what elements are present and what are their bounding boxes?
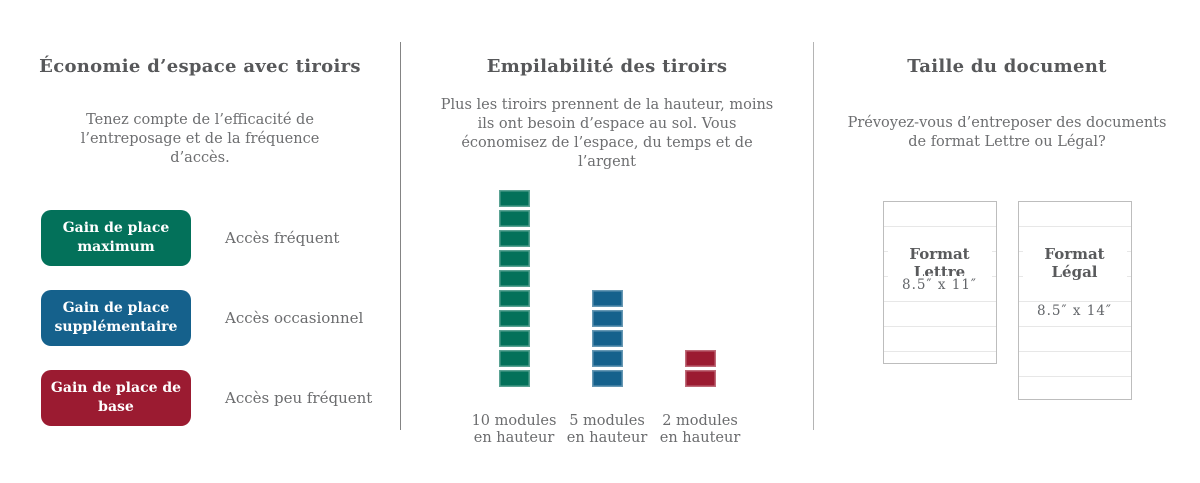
legend-row-occasional: Gain de place supplémentaire Accès occas… [41, 290, 400, 346]
module-block [591, 350, 623, 367]
document-size-title: Taille du document [907, 56, 1107, 77]
module-block [498, 210, 530, 227]
module-block [498, 370, 530, 387]
panel-divider-left [400, 42, 401, 430]
module-stack-10 [498, 190, 530, 387]
legal-format-card: Format Légal 8.5″ x 14″ [1017, 201, 1132, 400]
legend-row-frequent: Gain de place maximum Accès fréquent [41, 210, 400, 266]
gain-base-badge: Gain de place de base [41, 370, 191, 426]
module-block [498, 250, 530, 267]
letter-format-card: Format Lettre 8.5″ x 11″ [882, 201, 997, 364]
module-block [684, 350, 716, 367]
chart-column-2-modules: 2 modules en hauteur [654, 350, 747, 447]
panel-document-size: Taille du document Prévoyez-vous d’entre… [814, 0, 1200, 483]
module-stack-2 [684, 350, 716, 387]
document-size-subtitle: Prévoyez-vous d’entreposer des documents… [847, 115, 1167, 150]
legal-format-title: Format Légal [1022, 244, 1127, 282]
module-block [591, 330, 623, 347]
module-block [498, 190, 530, 207]
module-block [591, 370, 623, 387]
panel-divider-right [813, 42, 814, 430]
module-block [498, 290, 530, 307]
access-frequent-label: Accès fréquent [225, 229, 340, 247]
chart-label-2-modules: 2 modules en hauteur [659, 413, 741, 446]
panel-space-saving: Économie d’espace avec tiroirs Tenez com… [0, 0, 400, 483]
stackability-subtitle: Plus les tiroirs prennent de la hauteur,… [440, 97, 774, 170]
gain-legend: Gain de place maximum Accès fréquent Gai… [41, 210, 400, 426]
module-stack-chart: 10 modules en hauteur 5 modules en haute… [401, 190, 813, 447]
module-block [498, 350, 530, 367]
chart-label-5-modules: 5 modules en hauteur [566, 413, 648, 446]
space-saving-subtitle: Tenez compte de l’efficacité de l’entrep… [80, 112, 320, 166]
chart-column-5-modules: 5 modules en hauteur [561, 290, 654, 447]
panel-stackability: Empilabilité des tiroirs Plus les tiroir… [401, 0, 813, 483]
access-occasional-label: Accès occasionnel [225, 309, 364, 327]
legend-row-infrequent: Gain de place de base Accès peu fréquent [41, 370, 400, 426]
legal-format-dimensions: 8.5″ x 14″ [1022, 302, 1127, 320]
letter-format-title: Format Lettre [887, 244, 992, 282]
access-infrequent-label: Accès peu fréquent [225, 389, 373, 407]
module-block [498, 270, 530, 287]
space-saving-title: Économie d’espace avec tiroirs [39, 56, 361, 77]
module-block [591, 310, 623, 327]
module-block [684, 370, 716, 387]
gain-supplementary-badge: Gain de place supplémentaire [41, 290, 191, 346]
document-cards: Format Lettre 8.5″ x 11″ Format Légal 8.… [814, 201, 1200, 400]
chart-label-10-modules: 10 modules en hauteur [471, 413, 557, 446]
stackability-title: Empilabilité des tiroirs [486, 56, 728, 77]
module-block [498, 230, 530, 247]
chart-column-10-modules: 10 modules en hauteur [468, 190, 561, 447]
letter-format-dimensions: 8.5″ x 11″ [887, 276, 992, 294]
module-stack-5 [591, 290, 623, 387]
module-block [498, 310, 530, 327]
module-block [498, 330, 530, 347]
gain-maximum-badge: Gain de place maximum [41, 210, 191, 266]
module-block [591, 290, 623, 307]
